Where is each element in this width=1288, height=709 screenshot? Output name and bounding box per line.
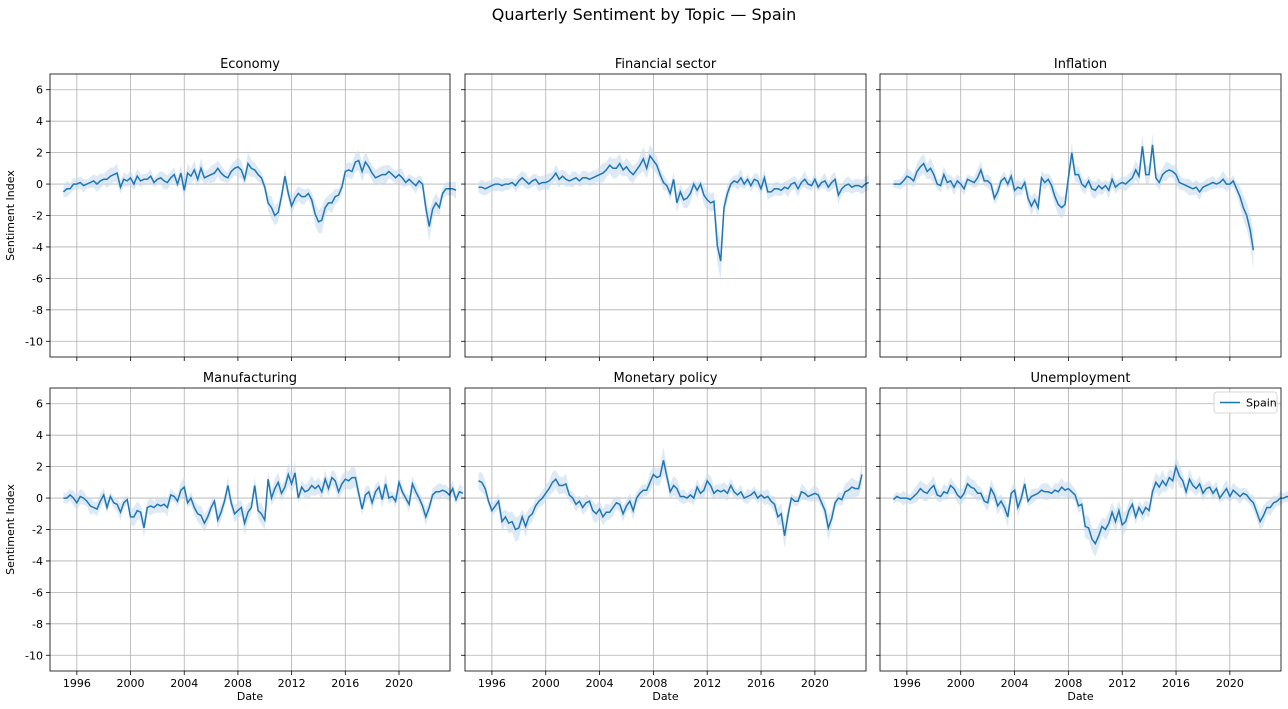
x-tick-label: 2008: [1054, 677, 1082, 690]
panel-financial-sector: Financial sector: [461, 57, 870, 361]
x-tick-label: 1996: [63, 677, 91, 690]
y-tick-label: 6: [36, 84, 43, 97]
legend-label: Spain: [1246, 397, 1277, 410]
y-tick-label: 6: [36, 398, 43, 411]
x-tick-label: 2004: [586, 677, 614, 690]
legend-box: [1213, 391, 1278, 414]
grid: [50, 74, 450, 357]
x-tick-label: 2016: [1162, 677, 1190, 690]
x-tick-label: 2020: [385, 677, 413, 690]
grid: [465, 388, 866, 671]
panel-unemployment: 1996 2000 2004 2008 2012 2016 2020 Unemployment…: [876, 371, 1288, 703]
panel-title: Inflation: [1054, 57, 1107, 72]
y-tick-label: -4: [32, 241, 43, 254]
panels: 6 4 2 0 -2 -4 -6 -8 -10 Economy Sentiment Index Fin…: [4, 57, 1288, 703]
panel-title: Monetary policy: [614, 371, 718, 386]
y-tick-label: 0: [36, 178, 43, 191]
x-tick-label: 1996: [893, 677, 921, 690]
series-line-spain: [892, 463, 1288, 546]
y-tick-label: -6: [32, 272, 43, 285]
y-tick-label: -8: [32, 618, 43, 631]
figure-title: Quarterly Sentiment by Topic — Spain: [492, 5, 796, 24]
series-line-spain: [62, 159, 457, 227]
y-tick-label: 4: [36, 115, 43, 128]
panel-monetary-policy: 1996 2000 2004 2008 2012 2016 2020 Monetary pol…: [461, 371, 867, 703]
x-tick-label: 2020: [1216, 677, 1244, 690]
panel-title: Economy: [220, 57, 280, 72]
series-line-spain: [63, 471, 464, 529]
x-tick-label: 2000: [117, 677, 145, 690]
x-tick-label: 2012: [1108, 677, 1136, 690]
x-axis-label: Date: [237, 690, 264, 703]
y-tick-label: 2: [36, 147, 43, 160]
y-tick-label: -2: [32, 210, 43, 223]
x-axis-label: Date: [1067, 690, 1094, 703]
x-tick-label: 2008: [224, 677, 252, 690]
series-line-spain: [478, 460, 863, 536]
y-tick-label: -2: [32, 524, 43, 537]
x-tick-label: 2000: [532, 677, 560, 690]
x-tick-label: 2000: [947, 677, 975, 690]
y-tick-label: 0: [36, 492, 43, 505]
confidence-band: [893, 133, 1254, 270]
grid: [465, 74, 866, 357]
x-tick-label: 2008: [639, 677, 667, 690]
y-tick-label: -4: [32, 555, 43, 568]
y-axis-label: Sentiment Index: [4, 170, 17, 261]
x-tick-label: 2020: [801, 677, 829, 690]
y-tick-label: 4: [36, 429, 43, 442]
series-line-spain: [478, 154, 870, 262]
x-tick-label: 2004: [1001, 677, 1029, 690]
y-tick-label: -8: [32, 304, 43, 317]
y-tick-label: -6: [32, 586, 43, 599]
x-axis-label: Date: [652, 690, 679, 703]
panel-title: Unemployment: [1031, 371, 1131, 386]
y-tick-label: 2: [36, 461, 43, 474]
panel-title: Financial sector: [615, 57, 717, 72]
y-tick-label: -10: [25, 649, 43, 662]
x-tick-label: 2016: [331, 677, 359, 690]
y-axis-label: Sentiment Index: [4, 484, 17, 575]
confidence-band: [63, 150, 457, 242]
panel-title: Manufacturing: [203, 371, 297, 386]
panel-manufacturing: 1996 2000 2004 2008 2012 2016 2020 6 4 2 0 -2 -4 -6 -8…: [4, 371, 464, 703]
legend: Spain: [1213, 391, 1278, 414]
confidence-band: [478, 447, 862, 549]
panel-inflation: Inflation: [876, 57, 1282, 361]
x-tick-label: 2004: [170, 677, 198, 690]
x-tick-label: 2012: [278, 677, 306, 690]
series-line-spain: [893, 144, 1255, 251]
x-tick-label: 2016: [747, 677, 775, 690]
y-tick-label: -10: [25, 335, 43, 348]
x-tick-label: 2012: [693, 677, 721, 690]
x-tick-label: 1996: [478, 677, 506, 690]
panel-economy: 6 4 2 0 -2 -4 -6 -8 -10 Economy Sentiment Index: [4, 57, 457, 361]
